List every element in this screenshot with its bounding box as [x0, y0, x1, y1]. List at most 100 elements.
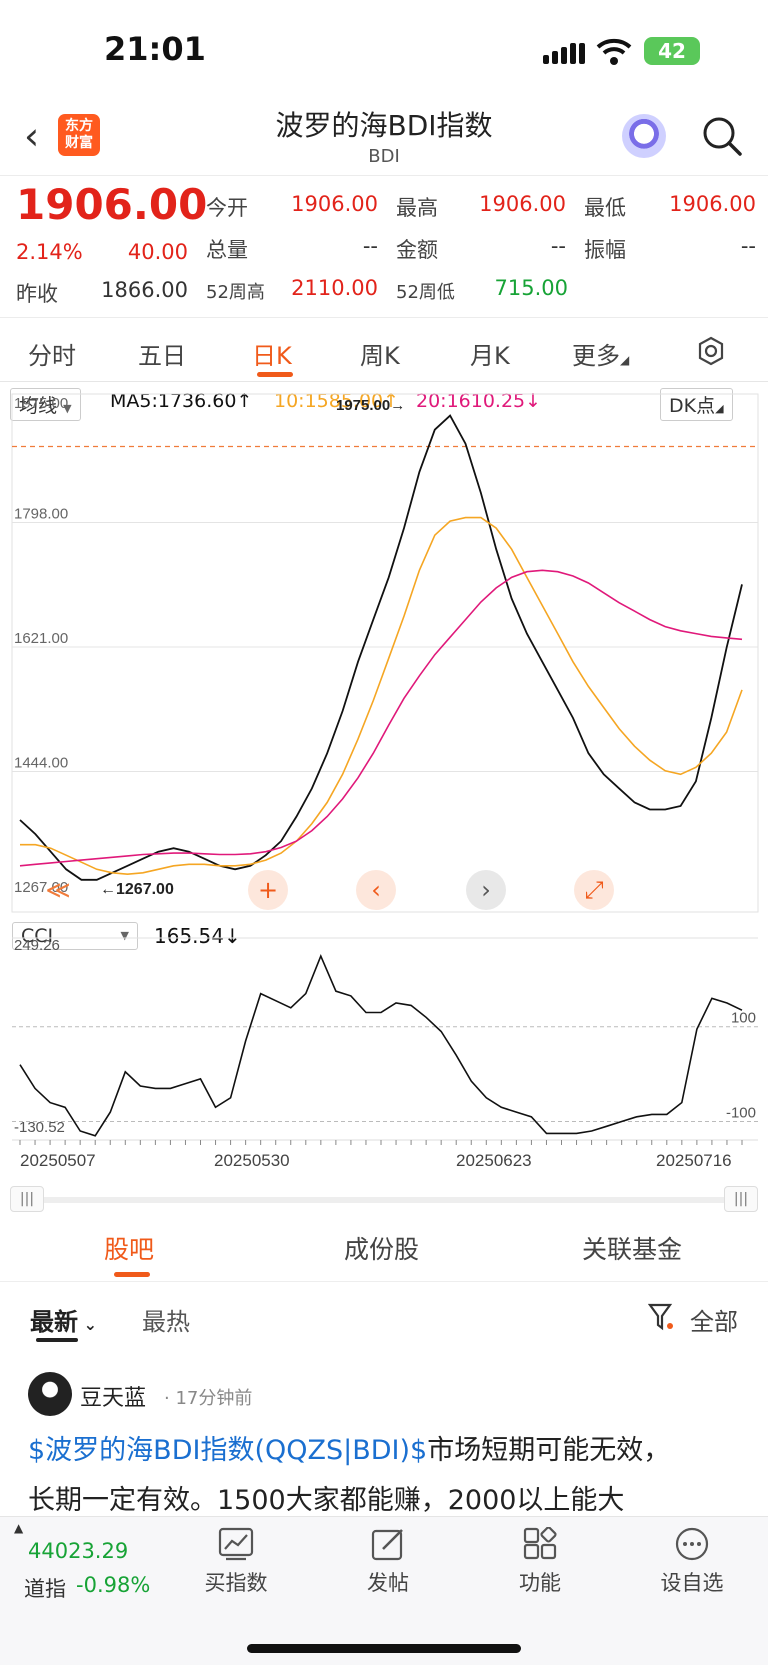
y-tick-label: 1267.00 [14, 879, 68, 896]
prev-button-glyph: ‹ [371, 876, 381, 904]
rewind-button[interactable]: ≪ [45, 876, 70, 904]
cci-y-max-label: 249.26 [14, 937, 60, 954]
page-subtitle: BDI [368, 146, 400, 167]
tab-weekly-k[interactable]: 周K [360, 342, 400, 370]
more-dots-icon [675, 1527, 709, 1561]
prev-button-bg [356, 870, 396, 910]
rewind-button-glyph: ≪ [45, 876, 70, 904]
volume-value: -- [362, 234, 378, 258]
amount-label: 金额 [396, 238, 438, 262]
page-title: 波罗的海BDI指数 [275, 109, 493, 142]
filter-all[interactable]: 全部 [690, 1308, 738, 1336]
post-filters: 最新 ⌄ 最热 全部 [0, 1286, 768, 1346]
filter-latest[interactable]: 最新 ⌄ [30, 1308, 97, 1336]
max-annotation: 1975.00→ [336, 397, 405, 414]
chart-range-scrollbar[interactable]: ||| ||| [10, 1186, 758, 1212]
cci-value: 165.54↓ [154, 924, 241, 948]
post-time: · 17分钟前 [164, 1388, 253, 1409]
ma-select-dropdown[interactable]: 均线 ▼ [10, 388, 81, 421]
prev-close-label: 昨收 [16, 282, 58, 306]
high-label: 最高 [396, 196, 438, 220]
active-subtab-underline [114, 1272, 150, 1277]
scroll-handle-left[interactable]: ||| [10, 1186, 44, 1212]
post-stock-tag[interactable]: $波罗的海BDI指数(QQZS|BDI)$ [28, 1435, 428, 1466]
zoom-in-button-glyph: + [258, 876, 278, 904]
tab-constituents[interactable]: 成份股 [344, 1235, 420, 1264]
ma10-line [20, 516, 743, 876]
post-author[interactable]: 豆天蓝 [80, 1386, 147, 1411]
tab-related-funds[interactable]: 关联基金 [582, 1235, 683, 1264]
low-label: 最低 [584, 196, 626, 220]
search-icon[interactable] [700, 114, 744, 158]
clock: 21:01 [104, 30, 206, 68]
functions-button[interactable]: 功能 [480, 1527, 600, 1597]
filter-underline [36, 1338, 78, 1342]
next-button[interactable]: › [466, 870, 506, 910]
y-tick-label: 1444.00 [14, 755, 68, 772]
active-tab-underline [257, 372, 293, 377]
cci-y-min-label: -130.52 [14, 1119, 65, 1136]
ma20-line [19, 569, 743, 867]
fullscreen-button[interactable]: ⤢ [574, 870, 614, 910]
chevron-down-icon: ▼ [63, 402, 72, 415]
scroll-track [32, 1197, 732, 1203]
chart-frame [11, 393, 759, 913]
post-item[interactable]: 豆天蓝 · 17分钟前 $波罗的海BDI指数(QQZS|BDI)$市场短期可能无… [0, 1360, 768, 1516]
filter-icon[interactable] [648, 1302, 676, 1332]
caret-icon: ◢ [715, 402, 724, 415]
index-value[interactable]: 44023.29 [28, 1539, 129, 1563]
high-value: 1906.00 [479, 192, 566, 216]
index-change[interactable]: -0.98% [76, 1573, 151, 1597]
filter-hot[interactable]: 最热 [142, 1308, 190, 1336]
tab-more[interactable]: 更多◢ [572, 342, 630, 370]
tab-daily-k[interactable]: 日K [252, 342, 292, 370]
post-line-1: $波罗的海BDI指数(QQZS|BDI)$市场短期可能无效， [28, 1435, 671, 1466]
w52-low-value: 715.00 [494, 276, 568, 300]
dk-point-toggle[interactable]: DK点◢ [660, 388, 733, 421]
post-button[interactable]: 发帖 [328, 1527, 448, 1597]
next-button-bg [466, 870, 506, 910]
app-header: ‹ 东方 财富 波罗的海BDI指数 BDI [0, 100, 768, 176]
add-watchlist-button[interactable]: 设自选 [632, 1527, 752, 1597]
tab-intraday[interactable]: 分时 [28, 342, 76, 370]
prev-close-value: 1866.00 [101, 278, 188, 302]
ma-legend: 均线 ▼ MA5:1736.60↑ 10:1585.00↑ 20:1610.25… [10, 388, 758, 421]
index-name[interactable]: 道指 [24, 1577, 66, 1601]
assistant-robot-icon[interactable] [622, 114, 666, 158]
arrow-up-icon: ▲ [14, 1521, 24, 1535]
cci-ref-label: -100 [726, 1105, 756, 1122]
chevron-down-icon: ⌄ [78, 1315, 97, 1334]
post-line-2: 长期一定有效。1500大家都能赚，2000以上能大 [28, 1485, 625, 1516]
avatar[interactable] [28, 1372, 72, 1416]
buy-index-button[interactable]: 买指数 [176, 1527, 296, 1597]
tab-guba[interactable]: 股吧 [104, 1235, 155, 1264]
edit-icon [371, 1529, 403, 1561]
indicator-select-dropdown[interactable]: CCI ▼ [12, 922, 138, 950]
home-indicator [247, 1644, 521, 1653]
wifi-icon [596, 38, 632, 65]
amplitude-value: -- [740, 234, 756, 258]
back-button[interactable]: ‹ [24, 114, 40, 158]
caret-icon: ◢ [620, 353, 630, 367]
settings-gear-icon[interactable] [696, 336, 726, 366]
low-value: 1906.00 [669, 192, 756, 216]
prev-button[interactable]: ‹ [356, 870, 396, 910]
tab-five-day[interactable]: 五日 [138, 342, 186, 370]
ma5-value: MA5:1736.60↑ [110, 390, 253, 412]
cci-x-tick-label: 20250507 [20, 1151, 96, 1170]
cci-x-tick-label: 20250623 [456, 1151, 532, 1170]
amplitude-label: 振幅 [584, 238, 626, 262]
period-tabs: 分时 五日 日K 周K 月K 更多◢ [0, 320, 768, 382]
change-percent: 2.14% [16, 240, 83, 264]
quote-panel: 1906.00 2.14% 40.00 昨收 1866.00 今开 1906.0… [0, 178, 768, 318]
cci-line [19, 954, 743, 1137]
cci-chart[interactable]: 100 -100 249.26 -130.52 20250507 20250530 2025… [0, 926, 768, 1176]
scroll-handle-right[interactable]: ||| [724, 1186, 758, 1212]
signal-icon [543, 40, 585, 64]
price-chart[interactable]: 1975.00 1798.00 1621.00 1444.00 1267.00 1975.… [0, 384, 768, 924]
tab-monthly-k[interactable]: 月K [470, 342, 510, 370]
y-tick-label: 1975.00 [14, 395, 68, 412]
w52-high-value: 2110.00 [291, 276, 378, 300]
app-logo: 东方 财富 [58, 114, 100, 156]
zoom-in-button[interactable]: + [248, 870, 288, 910]
